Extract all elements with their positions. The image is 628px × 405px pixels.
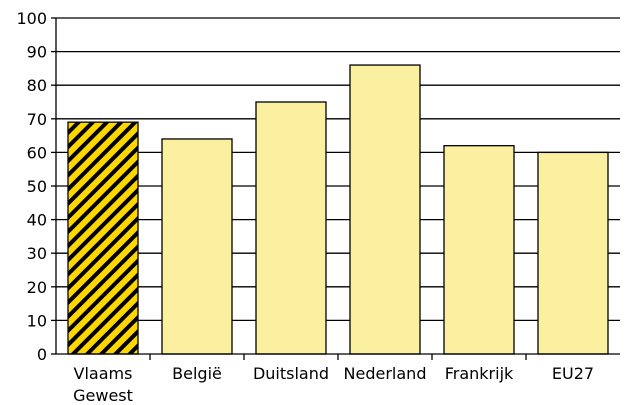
y-tick-label: 50 [27, 177, 47, 196]
y-tick-labels: 0 10 20 30 40 50 60 70 80 90 100 [16, 9, 47, 364]
x-tick-label: België [172, 364, 222, 383]
y-tick-label: 90 [27, 43, 47, 62]
bar-vlaams-gewest [67, 121, 139, 355]
bar-duitsland [255, 101, 327, 355]
y-tick-label: 70 [27, 110, 47, 129]
bar-nederland [349, 64, 421, 355]
x-tick-label: Duitsland [253, 364, 329, 383]
bar-frankrijk [443, 145, 515, 355]
bar-eu27 [537, 151, 609, 355]
gridlines [56, 17, 620, 322]
x-tick-label: EU27 [552, 364, 594, 383]
y-tick-label: 20 [27, 278, 47, 297]
bar-belgië [161, 138, 233, 355]
bars [67, 64, 609, 355]
x-tick-label: Vlaams [74, 364, 133, 383]
y-tick-label: 30 [27, 244, 47, 263]
y-tick-label: 40 [27, 211, 47, 230]
y-tick-label: 80 [27, 76, 47, 95]
y-tick-label: 0 [37, 345, 47, 364]
y-tick-label: 100 [16, 9, 47, 28]
x-tick-label: Frankrijk [445, 364, 514, 383]
axes [51, 17, 620, 360]
x-tick-label: Nederland [344, 364, 427, 383]
x-tick-labels: Vlaams Gewest België Duitsland Nederland Fran… [73, 364, 594, 405]
y-tick-label: 60 [27, 143, 47, 162]
y-tick-label: 10 [27, 311, 47, 330]
x-tick-label: Gewest [73, 386, 133, 405]
